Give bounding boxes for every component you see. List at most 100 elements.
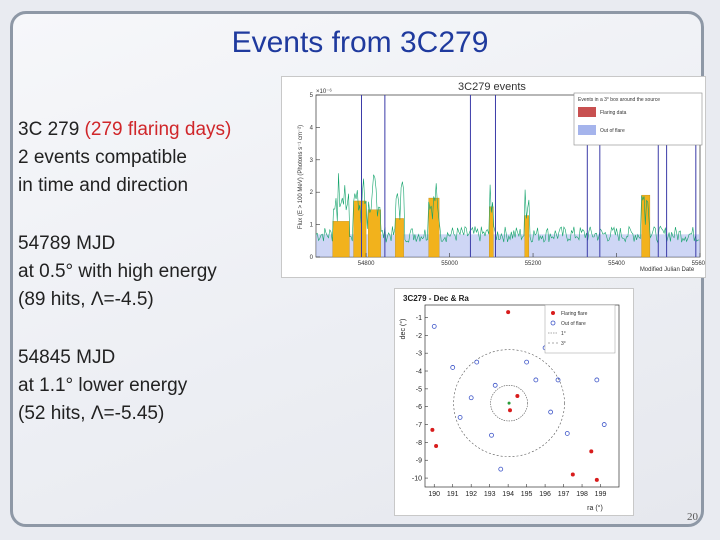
out-of-flare-point [524, 359, 530, 365]
event1-angle: at 0.5° with high energy [18, 261, 217, 282]
out-of-flare-point [492, 382, 498, 388]
source-line: 3C 279 (279 flaring days) [18, 116, 231, 144]
legend-flaring-swatch [578, 107, 596, 117]
skymap-ytick-label: -5 [416, 386, 422, 393]
lightcurve-xlabel: Modified Julian Date [640, 267, 695, 273]
lightcurve-ytick-label: 5 [310, 93, 314, 99]
legend-out-marker [550, 320, 556, 326]
out-of-flare-point [548, 409, 554, 415]
lightcurve-chart: 3C279 events ×10⁻⁶ Flux (E > 100 MeV) (P… [298, 81, 709, 273]
event2-hits: (52 hits, Λ=-5.45) [18, 403, 165, 424]
skymap-legend-box [544, 304, 616, 354]
flaring-period-bar [368, 209, 381, 258]
flaring-point [507, 408, 512, 413]
skymap-xtick-label: 191 [447, 491, 459, 498]
skymap-ytick-label: -4 [416, 369, 422, 376]
legend-out-swatch [578, 125, 596, 135]
lightcurve-ylabel: Flux (E > 100 MeV) (Photons s⁻¹ cm⁻²) [298, 125, 304, 229]
lightcurve-panel: 3C279 events ×10⁻⁶ Flux (E > 100 MeV) (P… [281, 76, 709, 278]
out-of-flare-point [601, 422, 607, 427]
circle-1deg [490, 384, 528, 422]
skymap-ytick-label: -9 [416, 458, 422, 465]
lightcurve-legend-title: Events in a 3° box around the source [578, 97, 660, 103]
skymap-xtick-label: 198 [576, 491, 588, 498]
flaring-period-bar [524, 215, 530, 258]
legend-flaring-text: Flaring flare [561, 311, 588, 317]
skymap-ytick-label: -10 [412, 476, 422, 483]
out-of-flare-point [468, 395, 474, 401]
event1-hits: (89 hits, Λ=-4.5) [18, 289, 154, 310]
skymap-ytick-label: -2 [416, 333, 422, 340]
skymap-xtick-label: 192 [465, 491, 477, 498]
skymap-legend: Flaring flare Out of flare 1° 3° [544, 304, 616, 354]
flaring-point [589, 449, 594, 454]
skymap-panel: 3C279 - Dec & Ra dec (°) ra (°) -1 -2 -3 -4… [394, 288, 634, 516]
out-of-flare-point [555, 377, 561, 383]
flaring-point [434, 443, 439, 448]
lightcurve-ytick-label: 3 [310, 158, 314, 164]
legend-out-label: Out of flare [600, 128, 625, 134]
lightcurve-title: 3C279 events [458, 81, 526, 93]
flaring-point [430, 427, 435, 432]
skymap-xtick-label: 199 [595, 491, 607, 498]
skymap-title: 3C279 - Dec & Ra [403, 294, 469, 303]
out-of-flare-point [431, 324, 437, 329]
skymap-xtick-label: 190 [428, 491, 440, 498]
event1-mjd: 54789 MJD [18, 233, 116, 254]
time-direction: in time and direction [18, 175, 189, 196]
out-of-flare-point [489, 432, 494, 438]
flaring-point [506, 310, 511, 315]
flaring-period-bar [395, 218, 404, 258]
out-of-flare-point [498, 466, 504, 472]
skymap-xtick-label: 194 [502, 491, 514, 498]
lightcurve-ytick-label: 2 [310, 190, 314, 196]
page-number: 20 [687, 511, 698, 523]
text-block-source: 3C 279 (279 flaring days) 2 events compa… [18, 116, 231, 200]
circle-3deg [453, 349, 565, 457]
out-of-flare-point [564, 431, 570, 436]
lightcurve-xtick-label: 55000 [441, 261, 458, 267]
flaring-period-bar [332, 221, 350, 258]
flaring-days: (279 flaring days) [84, 119, 232, 140]
skymap-ytick-label: -1 [416, 315, 422, 322]
flaring-point [594, 477, 599, 482]
event2-mjd: 54845 MJD [18, 347, 116, 368]
lightcurve-ytick-label: 0 [310, 255, 314, 261]
out-of-flare-point [474, 359, 480, 365]
skymap-ylabel: dec (°) [399, 319, 407, 340]
source-name: 3C 279 [18, 119, 85, 140]
flaring-point [515, 394, 520, 398]
out-of-flare-point [450, 365, 456, 370]
legend-3deg-text: 3° [561, 341, 566, 347]
skymap-ytick-label: -3 [416, 351, 422, 358]
skymap-xtick-label: 195 [521, 491, 533, 498]
lightcurve-xtick-label: 54800 [358, 261, 375, 267]
out-of-flare-point [533, 377, 539, 383]
text-block-event1: 54789 MJD at 0.5° with high energy (89 h… [18, 230, 217, 314]
legend-out-text: Out of flare [561, 321, 586, 327]
lightcurve-multiplier: ×10⁻⁶ [316, 88, 332, 95]
flux-curve [315, 173, 700, 244]
out-of-flare-point [457, 415, 463, 420]
text-block-event2: 54845 MJD at 1.1° lower energy (52 hits,… [18, 344, 187, 428]
flaring-period-bar [641, 194, 651, 258]
lightcurve-legend-box [573, 92, 703, 146]
lightcurve-xtick-label: 55600 [692, 261, 705, 267]
legend-flaring-label: Flaring data [600, 110, 627, 116]
source-position [507, 401, 511, 405]
legend-flaring-marker [551, 311, 555, 315]
skymap-xtick-label: 197 [558, 491, 570, 498]
slide-title: Events from 3C279 [231, 26, 489, 59]
flaring-point [570, 472, 575, 477]
event2-angle: at 1.1° lower energy [18, 375, 188, 396]
skymap-xtick-label: 196 [539, 491, 551, 498]
lightcurve-legend: Events in a 3° box around the source Fla… [573, 92, 703, 146]
skymap-ytick-label: -7 [416, 422, 422, 429]
skymap-plot: -1 -2 -3 -4 -5 -6 -7 -8 -9 -10 190 191 192 193 194 195 1… [412, 304, 620, 498]
lightcurve-xtick-label: 55400 [608, 261, 625, 267]
lightcurve-ytick-label: 1 [310, 223, 314, 229]
flaring-period-bar [353, 200, 367, 258]
lightcurve-ytick-label: 4 [310, 125, 314, 131]
skymap-ytick-label: -8 [416, 440, 422, 447]
lightcurve-xtick-label: 55200 [525, 261, 542, 267]
